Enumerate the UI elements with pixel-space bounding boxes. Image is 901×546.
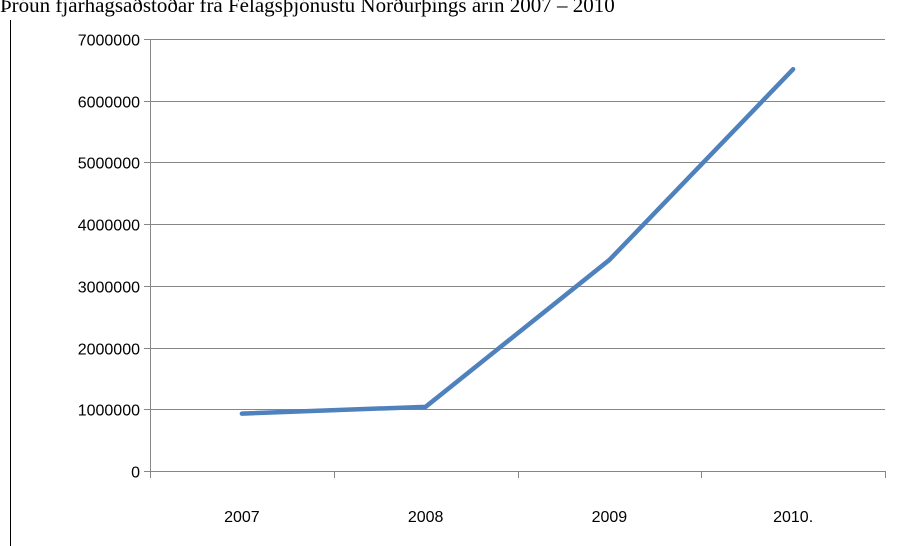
chart-frame	[10, 20, 899, 546]
gridlines	[150, 39, 885, 410]
axes	[144, 39, 886, 478]
y-tick-label: 5000000	[78, 156, 140, 173]
x-tick-label: 2009	[592, 509, 628, 526]
y-tick-label: 2000000	[78, 342, 140, 359]
x-tick-labels: 2007 2008 2009 2010.	[224, 509, 813, 526]
series-line	[239, 66, 796, 416]
x-tick-label: 2008	[408, 509, 444, 526]
x-tick-label: 2007	[224, 509, 260, 526]
y-tick-label: 4000000	[78, 218, 140, 235]
series-group	[239, 66, 796, 416]
x-tick-label: 2010.	[773, 509, 813, 526]
y-tick-label: 6000000	[78, 95, 140, 112]
y-tick-labels: 0 1000000 2000000 3000000 4000000 5000000 6000…	[78, 33, 140, 482]
y-tick-label: 7000000	[78, 33, 140, 50]
chart-title: Þróun fjárhagsaðstoðar frá Félagsþjónust…	[0, 0, 615, 17]
y-tick-label: 1000000	[78, 403, 140, 420]
y-tick-label: 3000000	[78, 280, 140, 297]
y-tick-label: 0	[131, 465, 140, 482]
